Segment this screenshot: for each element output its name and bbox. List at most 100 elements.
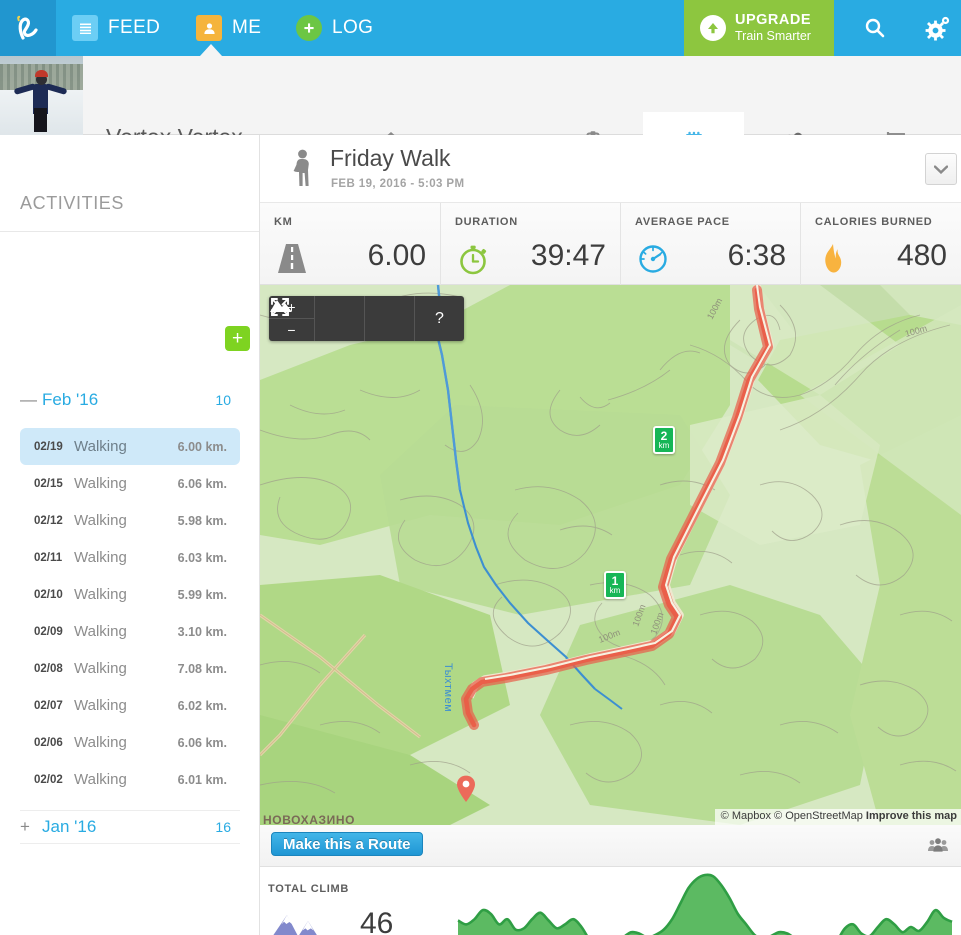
feed-icon	[72, 15, 98, 41]
activity-type: Walking	[74, 512, 127, 529]
activity-list-item[interactable]: 02/02 Walking 6.01 km.	[20, 761, 240, 798]
nav-item-log-label: LOG	[332, 17, 374, 38]
total-climb-label: TOTAL CLIMB	[268, 883, 350, 895]
fullscreen-button[interactable]	[271, 296, 364, 341]
nav-item-me[interactable]: ME	[196, 0, 261, 56]
total-climb-value: 46	[360, 907, 394, 935]
improve-map-link[interactable]: Improve this map	[865, 810, 957, 822]
activity-datetime: FEB 19, 2016 - 5:03 PM	[331, 178, 465, 190]
plus-icon	[296, 15, 322, 41]
nav-item-me-label: ME	[232, 17, 262, 38]
sidebar-month-jan[interactable]: + Jan '16 16	[20, 810, 240, 844]
gear-icon	[925, 16, 949, 40]
stat-km-label: KM	[274, 216, 293, 228]
avatar[interactable]	[0, 56, 83, 135]
sidebar-month-label: Jan '16	[42, 817, 97, 836]
settings-button[interactable]	[918, 11, 956, 45]
sidebar	[0, 135, 260, 935]
activity-date: 02/07	[34, 699, 63, 712]
activity-date: 02/06	[34, 736, 63, 749]
search-button[interactable]	[856, 13, 894, 43]
map-pin-icon	[457, 775, 475, 802]
runkeeper-logo[interactable]	[0, 0, 56, 56]
terrain-layer-button[interactable]	[270, 296, 414, 341]
activity-distance: 6.06 km.	[177, 735, 227, 750]
activity-date: 02/12	[34, 514, 63, 527]
active-nav-indicator	[200, 44, 222, 56]
upgrade-subtitle: Train Smarter	[735, 29, 811, 44]
activity-date: 02/08	[34, 662, 63, 675]
activity-type: Walking	[74, 697, 127, 714]
activity-date: 02/15	[34, 477, 63, 490]
activity-list-item[interactable]: 02/10 Walking 5.99 km.	[20, 576, 240, 613]
collapse-toggle-icon[interactable]: —	[20, 390, 37, 409]
activity-type: Walking	[74, 734, 127, 751]
activity-distance: 7.08 km.	[177, 661, 227, 676]
activity-distance: 6.01 km.	[177, 772, 227, 787]
stopwatch-icon	[453, 241, 493, 277]
search-icon	[865, 18, 885, 38]
chevron-down-icon	[934, 164, 948, 174]
up-arrow-icon	[700, 15, 726, 41]
activity-type: Walking	[74, 438, 127, 455]
expand-toggle-icon[interactable]: +	[20, 817, 30, 836]
attribution-osm[interactable]: © OpenStreetMap	[774, 810, 863, 822]
stat-average-pace-label: AVERAGE PACE	[635, 216, 730, 228]
activity-list-item[interactable]: 02/09 Walking 3.10 km.	[20, 613, 240, 650]
activity-distance: 3.10 km.	[177, 624, 227, 639]
activity-map[interactable]: 100m 100m 100m 100m 100m 100m 100m	[260, 285, 961, 825]
person-icon	[196, 15, 222, 41]
activity-stats-bar: KM 6.00 DURATION	[260, 203, 961, 285]
activity-title: Friday Walk	[330, 145, 451, 171]
activity-distance: 6.02 km.	[177, 698, 227, 713]
group-icon[interactable]	[927, 837, 949, 858]
stat-calories: CALORIES BURNED 480	[801, 203, 961, 285]
nav-item-log[interactable]: LOG	[296, 0, 373, 56]
activity-type: Walking	[74, 771, 127, 788]
attribution-mapbox[interactable]: © Mapbox	[720, 810, 771, 822]
walking-icon	[288, 148, 318, 195]
elevation-profile-chart[interactable]: 01 km2 km3 km4 km5 km6 km	[455, 867, 955, 935]
activity-list-item[interactable]: 02/19 Walking 6.00 km.	[20, 428, 240, 465]
map-attribution: © Mapbox © OpenStreetMap Improve this ma…	[714, 809, 961, 825]
activity-list-item[interactable]: 02/07 Walking 6.02 km.	[20, 687, 240, 724]
zoom-out-button[interactable]: −	[287, 322, 296, 338]
zoom-in-button[interactable]: +	[269, 296, 314, 319]
make-route-button[interactable]: Make this a Route	[271, 832, 423, 856]
map-help-button[interactable]: ?	[414, 296, 464, 341]
map-tiles: 100m 100m 100m 100m 100m 100m 100m	[260, 285, 961, 825]
add-activity-button[interactable]: +	[225, 326, 250, 351]
stat-km: KM 6.00	[260, 203, 441, 285]
sidebar-month-count: 16	[215, 819, 231, 835]
main-panel: Friday Walk FEB 19, 2016 - 5:03 PM KM	[260, 135, 961, 935]
mountain-icon	[270, 300, 292, 312]
upgrade-button[interactable]: UPGRADE Train Smarter	[684, 0, 834, 56]
sidebar-title: ACTIVITIES	[20, 193, 125, 213]
activity-list-item[interactable]: 02/06 Walking 6.06 km.	[20, 724, 240, 761]
top-navigation-bar: FEED ME LOG UPGRADE Train Smarter	[0, 0, 961, 56]
sidebar-activities-header	[0, 180, 259, 232]
stat-duration-value: 39:47	[530, 239, 606, 272]
km-marker-1: 1 km	[604, 571, 626, 599]
runkeeper-logo-icon	[17, 15, 38, 40]
sidebar-month-count: 10	[215, 392, 231, 408]
activity-list-item[interactable]: 02/11 Walking 6.03 km.	[20, 539, 240, 576]
stat-average-pace: AVERAGE PACE 6:38	[621, 203, 801, 285]
activity-list-item[interactable]: 02/15 Walking 6.06 km.	[20, 465, 240, 502]
activity-distance: 6.03 km.	[177, 550, 227, 565]
activity-distance: 5.98 km.	[177, 513, 227, 528]
activity-date: 02/02	[34, 773, 63, 786]
activity-list-item[interactable]: 02/08 Walking 7.08 km.	[20, 650, 240, 687]
road-icon	[272, 241, 312, 277]
profile-bar: Vertex Vertex Active since Jan, 2016 DAS…	[0, 56, 961, 191]
activity-type: Walking	[74, 660, 127, 677]
nav-item-feed[interactable]: FEED	[72, 0, 160, 56]
flame-icon	[813, 241, 853, 277]
mountain-icon	[267, 905, 327, 935]
activity-list-item[interactable]: 02/12 Walking 5.98 km.	[20, 502, 240, 539]
activity-menu-button[interactable]	[925, 153, 957, 185]
activity-date: 02/10	[34, 588, 63, 601]
stat-duration-label: DURATION	[455, 216, 518, 228]
sidebar-month-feb[interactable]: — Feb '16 10	[20, 383, 240, 417]
upgrade-title: UPGRADE	[735, 12, 812, 29]
